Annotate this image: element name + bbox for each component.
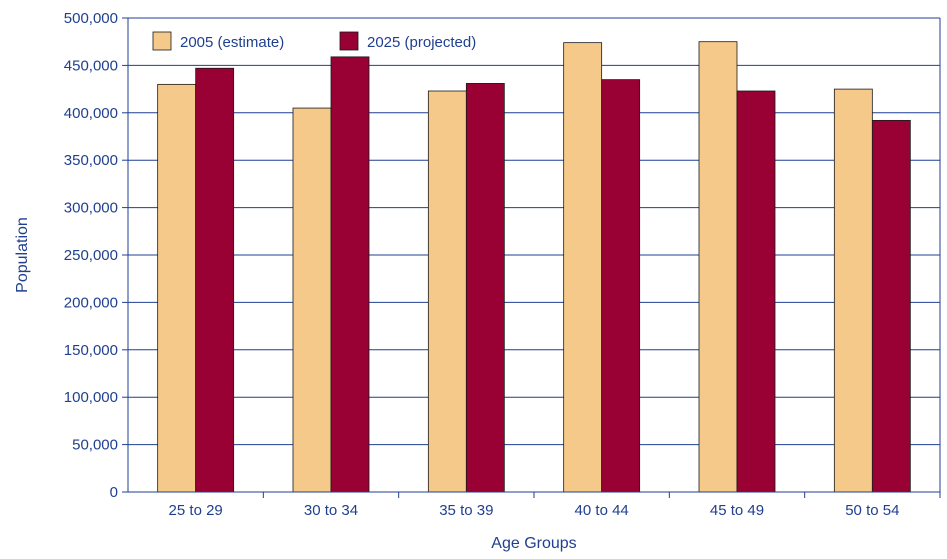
x-tick-label: 35 to 39 [439, 502, 493, 519]
legend-swatch-2025 [339, 31, 359, 51]
y-tick-label: 0 [110, 484, 118, 501]
legend-swatch-2005 [152, 31, 172, 51]
y-tick-label: 200,000 [64, 294, 118, 311]
bar-2025-0 [195, 67, 235, 493]
y-tick-label: 50,000 [72, 437, 118, 454]
y-tick-label: 500,000 [64, 10, 118, 27]
y-tick-label: 300,000 [64, 200, 118, 217]
bar-2005-4 [698, 41, 738, 493]
legend: 2005 (estimate) 2025 (projected) [152, 31, 476, 51]
bar-2025-1 [330, 56, 370, 493]
bar-2005-2 [427, 90, 467, 493]
y-tick-label: 100,000 [64, 389, 118, 406]
y-tick-label: 400,000 [64, 105, 118, 122]
bar-2025-5 [871, 119, 911, 493]
bar-2005-0 [157, 83, 197, 493]
y-tick-label: 250,000 [64, 247, 118, 264]
bar-2025-4 [736, 90, 776, 493]
x-tick-label: 45 to 49 [710, 502, 764, 519]
y-tick-label: 150,000 [64, 342, 118, 359]
bar-2005-5 [833, 88, 873, 493]
bar-2025-3 [601, 79, 641, 493]
grid-lines [128, 17, 940, 446]
x-axis-title: Age Groups [491, 535, 576, 552]
x-tick-label: 25 to 29 [169, 502, 223, 519]
x-tick-label: 30 to 34 [304, 502, 358, 519]
y-axis-title: Population [14, 217, 31, 293]
y-tick-label: 450,000 [64, 57, 118, 74]
tick-labels: 0 50,000 100,000 150,000 200,000 250,000 300,0… [64, 10, 900, 519]
x-tick-label: 40 to 44 [575, 502, 629, 519]
y-tick-label: 350,000 [64, 152, 118, 169]
bar-2005-3 [563, 42, 603, 493]
axes [122, 17, 941, 498]
bar-2025-2 [465, 83, 505, 493]
bar-2005-1 [292, 107, 332, 493]
bars [157, 41, 911, 493]
x-tick-label: 50 to 54 [845, 502, 899, 519]
legend-label-2005: 2005 (estimate) [180, 34, 284, 51]
legend-label-2025: 2025 (projected) [367, 34, 476, 51]
